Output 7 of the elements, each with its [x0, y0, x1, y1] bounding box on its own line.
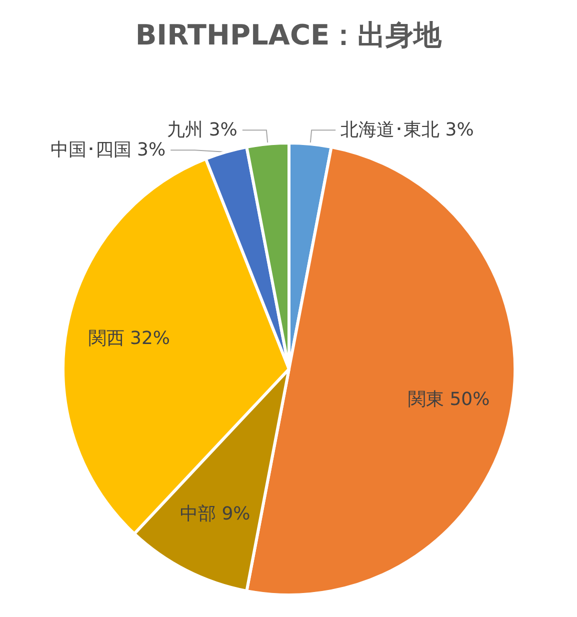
chart-title: BIRTHPLACE：出身地 — [135, 18, 443, 52]
slice-label: 関西 32% — [88, 328, 170, 350]
slice-label: 中国･四国 3% — [50, 140, 166, 161]
slice-label: 中部 9% — [180, 503, 250, 524]
slice-label: 関東 50% — [408, 388, 490, 410]
slice-label: 九州 3% — [167, 120, 238, 141]
slice-label: 北海道･東北 3% — [340, 120, 474, 141]
